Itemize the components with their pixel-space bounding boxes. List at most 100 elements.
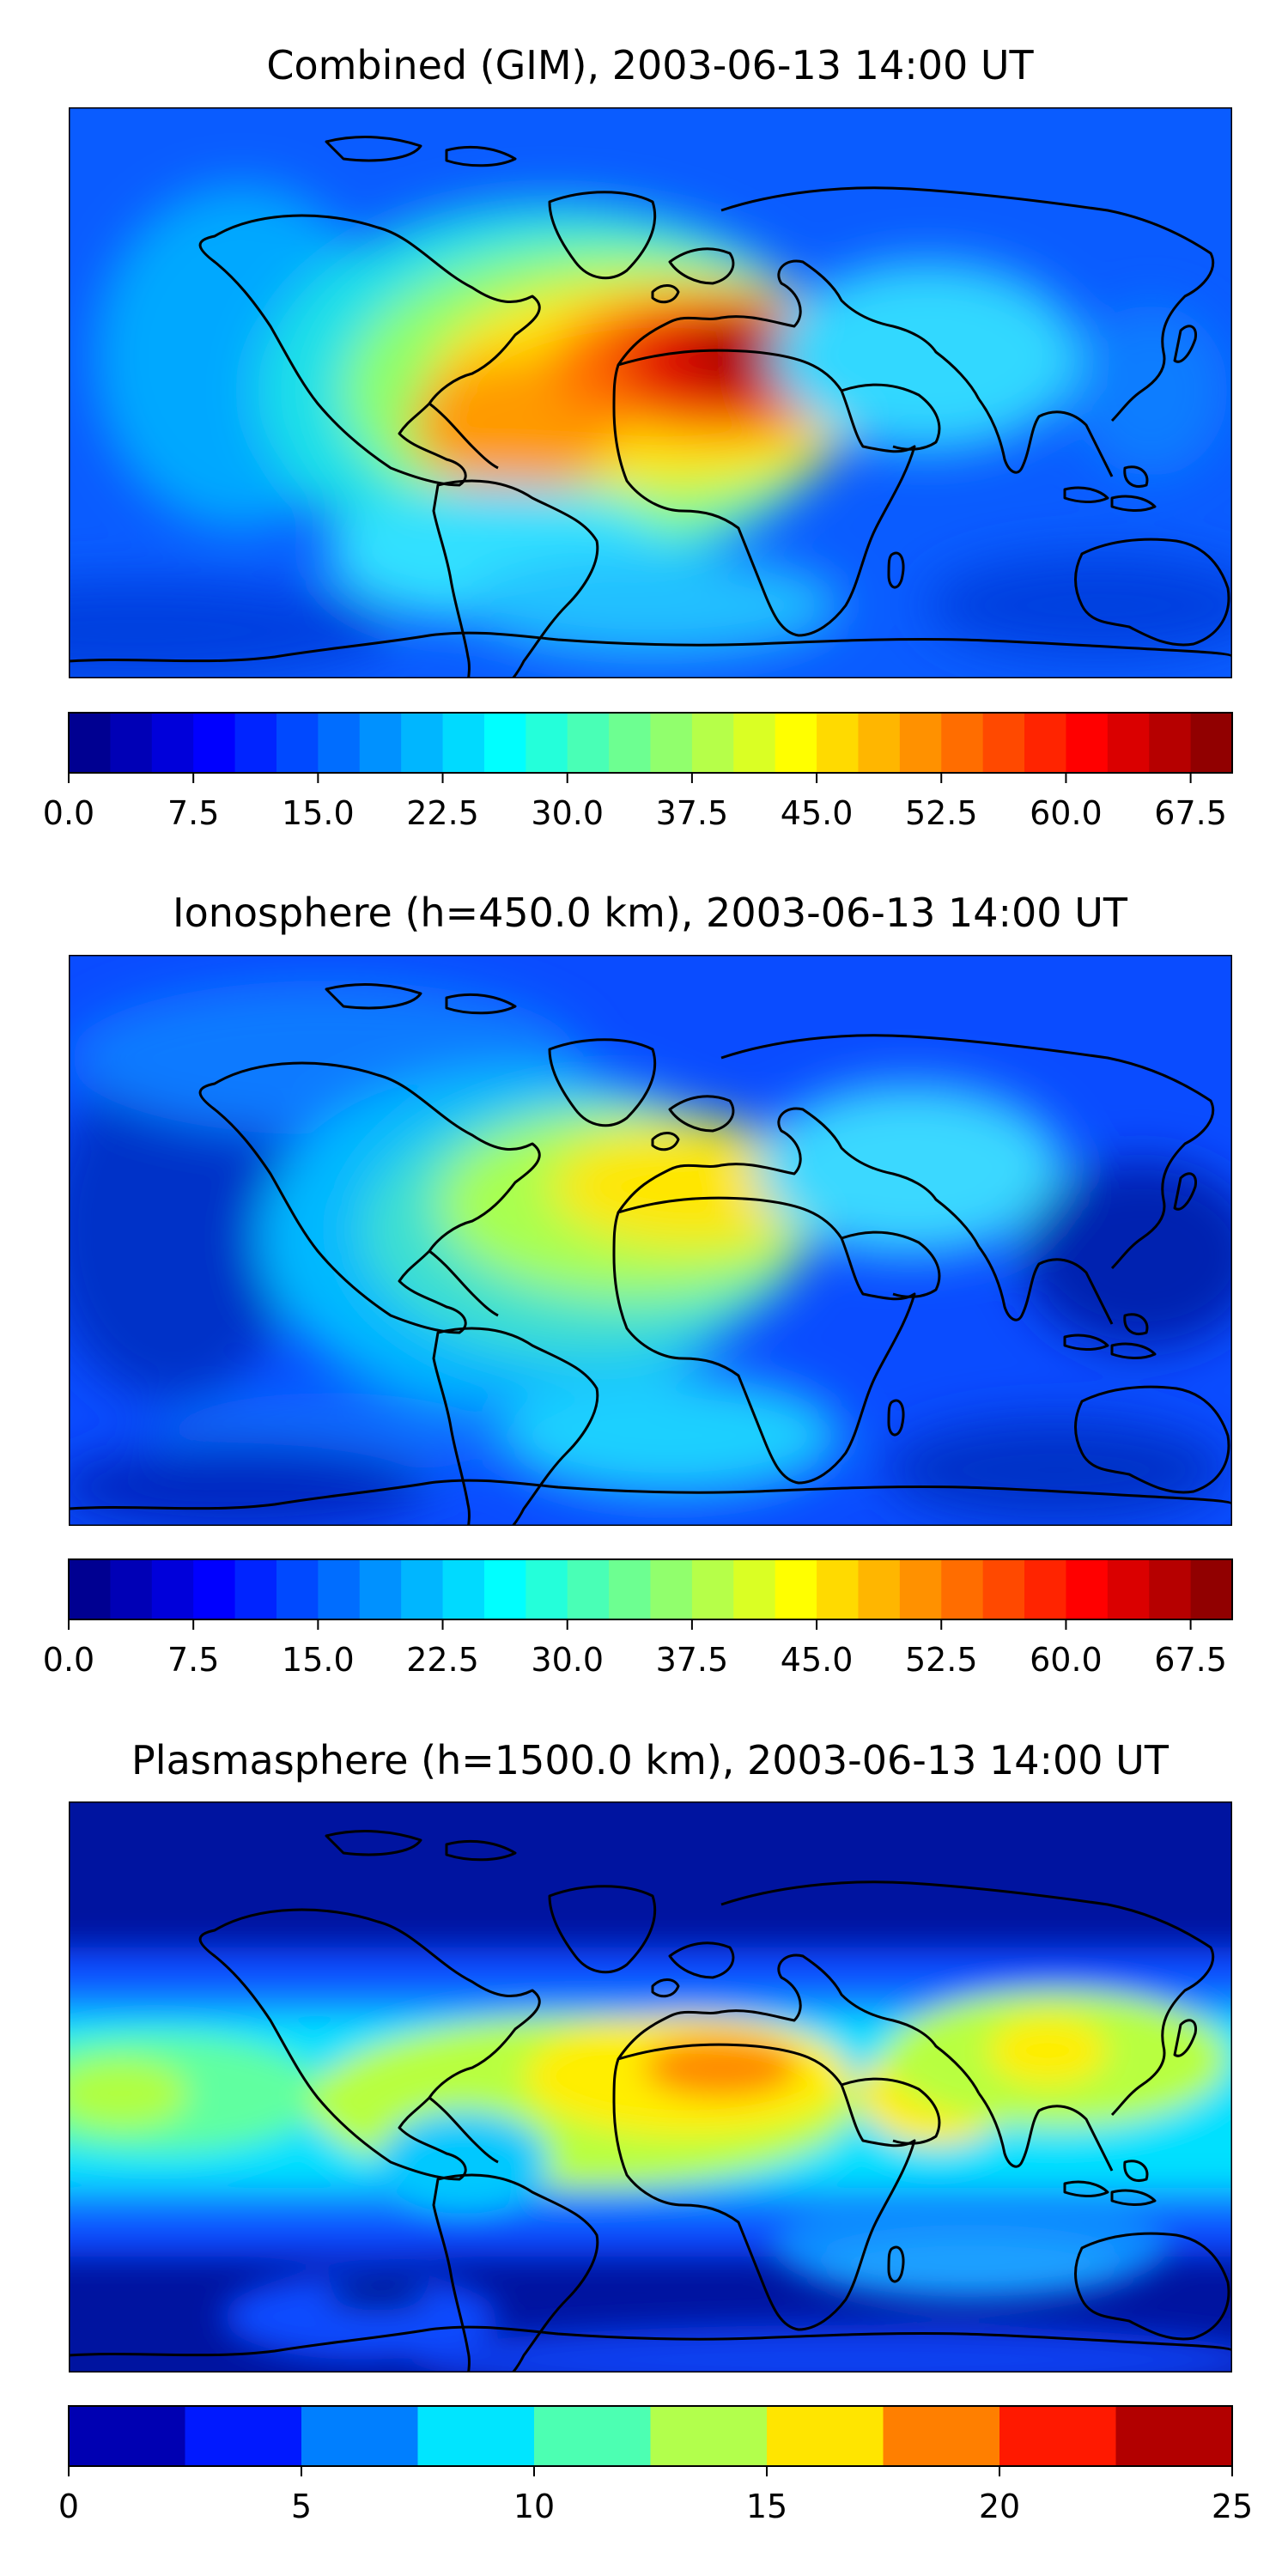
colorbar-tick-label: 25 [1212,2488,1253,2525]
map-combined [69,107,1232,678]
colorbar-level [1107,713,1150,773]
colorbar-level [151,1559,194,1619]
colorbar-tick-label: 37.5 [656,1641,729,1679]
colorbar-tick-label: 22.5 [406,1641,479,1679]
colorbar-tick-label: 22.5 [406,794,479,832]
colorbar-level [941,1559,984,1619]
colorbar-level [609,1559,652,1619]
colorbar-level [1190,713,1233,773]
colorbar-level [318,713,361,773]
colorbar-level [858,713,901,773]
panel-title: Ionosphere (h=450.0 km), 2003-06-13 14:0… [173,890,1128,936]
colorbar-tick-label: 45.0 [781,1641,854,1679]
colorbar-tick-label: 0 [58,2488,79,2525]
colorbar-level [483,713,526,773]
colorbar-level [69,713,111,773]
colorbar-level [609,713,652,773]
colorbar-level [691,1559,734,1619]
colorbar-level [193,1559,236,1619]
colorbar-tick-label: 20 [979,2488,1020,2525]
colorbar-frame [68,712,1233,774]
colorbar-tick-label: 67.5 [1154,794,1227,832]
colorbar-level [151,713,194,773]
colorbar-level [982,713,1025,773]
colorbar-level [650,1559,693,1619]
colorbar-level [733,713,776,773]
colorbar-ionosphere: 0.0 7.5 15.0 22.5 30.0 37.5 45.0 52.5 60.0 67.5 [43,1558,1233,1679]
colorbar-level [69,1559,111,1619]
colorbar-level [442,1559,485,1619]
colorbar-level [110,713,153,773]
colorbar-combined: 0.0 7.5 15.0 22.5 30.0 37.5 45.0 52.5 60.0 67.5 [43,712,1233,832]
colorbar-level [733,1559,776,1619]
colorbar-level [442,713,485,773]
colorbar-tick-label: 5 [291,2488,312,2525]
colorbar-tick-label: 30.0 [531,794,604,832]
colorbar-level [999,2406,1117,2466]
colorbar-level [185,2406,302,2466]
colorbar-level [401,1559,444,1619]
colorbar-level [767,2406,884,2466]
colorbar-level [417,2406,535,2466]
colorbar-level [234,1559,277,1619]
colorbar-tick-label: 15 [746,2488,787,2525]
colorbar-plasmasphere: 0 5 10 15 20 25 [58,2405,1253,2525]
colorbar-level [193,713,236,773]
map-ionosphere [69,955,1232,1526]
colorbar-level [359,713,402,773]
colorbar-level [567,1559,610,1619]
colorbar-level [401,713,444,773]
colorbar-level [276,1559,319,1619]
colorbar-level [534,2406,652,2466]
colorbar-level [483,1559,526,1619]
colorbar-level [1066,1559,1109,1619]
colorbar-level [982,1559,1025,1619]
colorbar-tick-label: 0.0 [43,1641,94,1679]
colorbar-level [817,1559,860,1619]
panel-title: Combined (GIM), 2003-06-13 14:00 UT [266,42,1034,88]
panel-combined: Combined (GIM), 2003-06-13 14:00 UT [43,42,1233,832]
colorbar-level [318,1559,361,1619]
panel-plasmasphere: Plasmasphere (h=1500.0 km), 2003-06-13 1… [58,1737,1253,2525]
colorbar-tick-label: 52.5 [905,794,978,832]
colorbar-level [899,713,942,773]
colorbar-level [691,713,734,773]
colorbar-tick-label: 0.0 [43,794,94,832]
colorbar-level [567,713,610,773]
colorbar-frame [68,1558,1233,1620]
colorbar-frame [68,2405,1233,2467]
colorbar-level [941,713,984,773]
colorbar-level [1107,1559,1150,1619]
colorbar-level [817,713,860,773]
colorbar-tick-label: 60.0 [1030,1641,1103,1679]
colorbar-level [301,2406,419,2466]
colorbar-level [1115,2406,1233,2466]
colorbar-tick-label: 52.5 [905,1641,978,1679]
panel-ionosphere: Ionosphere (h=450.0 km), 2003-06-13 14:0… [43,890,1233,1679]
colorbar-tick-label: 30.0 [531,1641,604,1679]
colorbar-level [650,2406,768,2466]
colorbar-level [276,713,319,773]
colorbar-level [775,713,817,773]
colorbar-tick-label: 15.0 [282,794,355,832]
panel-title: Plasmasphere (h=1500.0 km), 2003-06-13 1… [131,1737,1170,1783]
colorbar-level [1149,1559,1192,1619]
colorbar-level [883,2406,1000,2466]
colorbar-level [526,713,568,773]
colorbar-tick-label: 7.5 [167,794,219,832]
colorbar-level [234,713,277,773]
colorbar-level [1024,1559,1067,1619]
map-plasmasphere [69,1801,1232,2372]
colorbar-level [1066,713,1109,773]
colorbar-tick-label: 7.5 [167,1641,219,1679]
colorbar-level [110,1559,153,1619]
colorbar-level [1190,1559,1233,1619]
colorbar-level [1149,713,1192,773]
colorbar-level [858,1559,901,1619]
colorbar-level [899,1559,942,1619]
colorbar-tick-label: 10 [513,2488,555,2525]
colorbar-tick-label: 45.0 [781,794,854,832]
colorbar-level [1024,713,1067,773]
colorbar-tick-label: 67.5 [1154,1641,1227,1679]
